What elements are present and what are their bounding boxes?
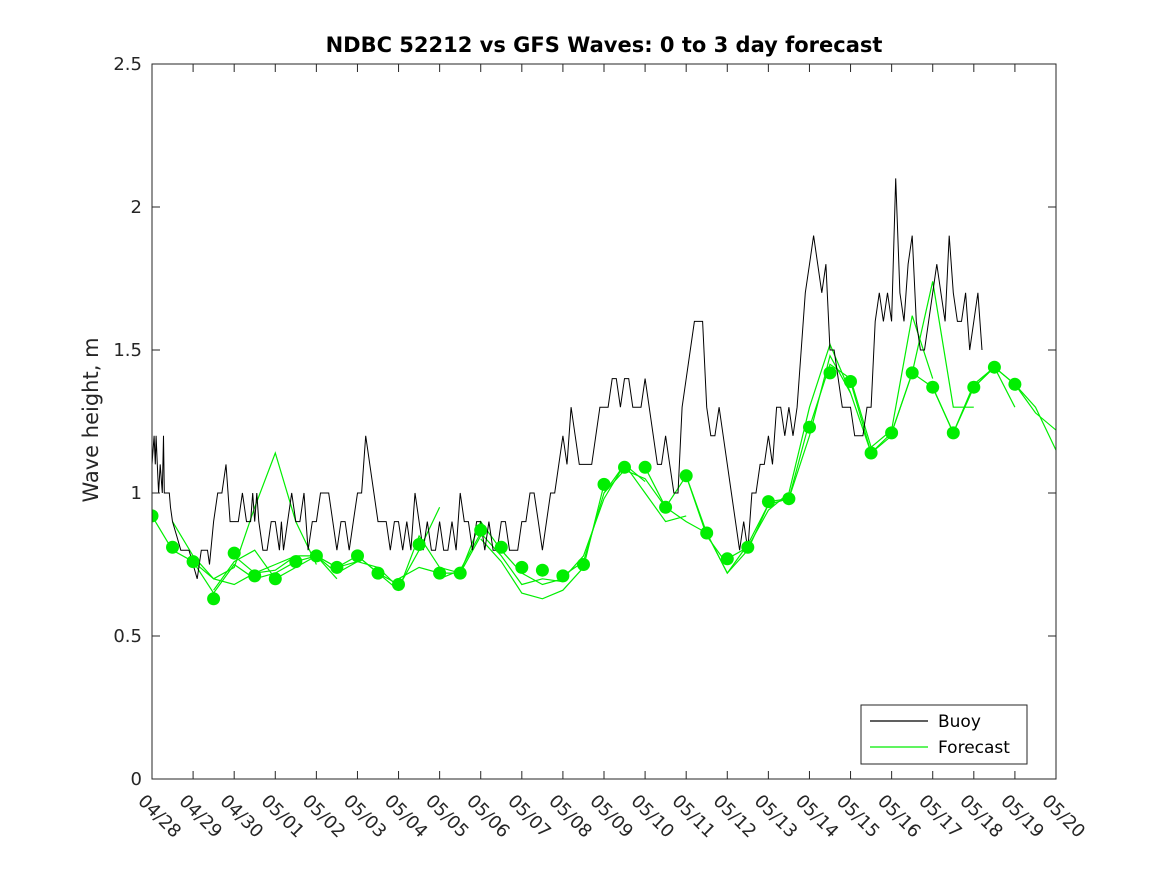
y-axis-label: Wave height, m xyxy=(79,337,103,502)
forecast-marker xyxy=(700,526,714,540)
forecast-marker xyxy=(946,426,960,440)
x-tick-label: 05/10 xyxy=(627,791,679,843)
y-tick-label: 1.5 xyxy=(113,340,142,361)
forecast-marker xyxy=(987,360,1001,374)
x-tick-label: 04/30 xyxy=(216,791,268,843)
axes-box xyxy=(151,63,1057,780)
forecast-marker xyxy=(351,549,364,563)
x-tick-label: 05/05 xyxy=(421,791,473,843)
forecast-marker xyxy=(926,380,940,394)
y-tick-label: 0 xyxy=(131,769,142,790)
buoy-line xyxy=(152,178,983,579)
forecast-marker xyxy=(289,555,303,569)
y-tick-label: 1 xyxy=(131,483,142,504)
forecast-marker xyxy=(782,492,796,506)
forecast-marker xyxy=(618,460,631,474)
forecast-marker xyxy=(474,523,488,537)
x-tick-label: 05/01 xyxy=(257,791,309,843)
legend-label: Buoy xyxy=(938,712,981,732)
plot-clipped-group xyxy=(152,178,1056,606)
forecast-marker xyxy=(371,566,385,580)
forecast-marker xyxy=(659,500,673,514)
x-tick-label: 05/19 xyxy=(996,791,1048,843)
legend: Buoy Forecast xyxy=(860,704,1028,765)
forecast-marker xyxy=(330,560,344,574)
forecast-marker xyxy=(556,569,570,583)
forecast-marker xyxy=(494,540,508,554)
forecast-marker xyxy=(720,552,734,566)
forecast-marker xyxy=(1008,377,1022,391)
y-tick-label: 0.5 xyxy=(113,626,142,647)
x-tick-label: 05/08 xyxy=(544,791,596,843)
forecast-marker xyxy=(577,558,590,571)
forecast-marker xyxy=(844,375,857,388)
x-tick-label: 05/16 xyxy=(873,791,925,843)
forecast-marker xyxy=(679,469,693,483)
forecast-marker xyxy=(309,549,323,563)
forecast-marker xyxy=(412,538,426,551)
y-tick-label: 2 xyxy=(131,197,142,218)
forecast-marker xyxy=(207,592,221,606)
legend-label: Forecast xyxy=(938,738,1010,758)
x-tick-label: 05/06 xyxy=(462,791,514,843)
forecast-marker xyxy=(453,566,467,580)
x-tick-label: 05/18 xyxy=(955,791,1007,843)
x-tick-label: 05/15 xyxy=(832,791,884,843)
forecast-marker xyxy=(152,509,159,523)
x-tick-label: 05/03 xyxy=(339,791,391,843)
forecast-marker xyxy=(597,477,611,491)
forecast-marker xyxy=(823,366,837,380)
x-tick-label: 05/14 xyxy=(791,791,843,843)
forecast-run-line xyxy=(808,315,934,449)
forecast-marker xyxy=(905,366,919,380)
x-tick-label: 05/11 xyxy=(668,791,720,843)
forecast-marker xyxy=(248,569,262,583)
x-tick-label: 05/12 xyxy=(709,791,761,843)
x-tick-label: 05/02 xyxy=(298,791,350,843)
forecast-marker xyxy=(967,380,981,394)
forecast-marker xyxy=(186,555,200,569)
chart-title: NDBC 52212 vs GFS Waves: 0 to 3 day fore… xyxy=(326,33,883,57)
forecast-marker xyxy=(885,426,899,440)
x-tick-label: 05/20 xyxy=(1037,791,1089,843)
x-tick-label: 04/28 xyxy=(133,791,185,843)
x-tick-label: 05/17 xyxy=(914,791,966,843)
forecast-marker xyxy=(515,560,529,574)
forecast-marker xyxy=(268,572,282,586)
x-tick-label: 05/09 xyxy=(585,791,637,843)
legend-box xyxy=(860,704,1028,765)
forecast-run-line xyxy=(603,469,728,565)
forecast-marker xyxy=(741,540,755,554)
forecast-marker xyxy=(392,578,405,591)
forecast-marker xyxy=(864,446,878,460)
x-tick-label: 04/29 xyxy=(175,791,227,843)
x-tick-label: 05/04 xyxy=(380,791,432,843)
forecast-marker xyxy=(761,495,775,509)
x-tick-label: 05/07 xyxy=(503,791,555,843)
forecast-marker xyxy=(535,563,549,577)
forecast-marker xyxy=(166,540,179,554)
forecast-marker xyxy=(803,420,816,434)
forecast-marker xyxy=(638,460,652,474)
forecast-marker xyxy=(227,546,241,560)
forecast-marker xyxy=(433,566,447,580)
x-tick-label: 05/13 xyxy=(750,791,802,843)
forecast-run-line xyxy=(932,366,1056,435)
y-tick-label: 2.5 xyxy=(113,54,142,75)
plot-area xyxy=(152,178,1056,606)
